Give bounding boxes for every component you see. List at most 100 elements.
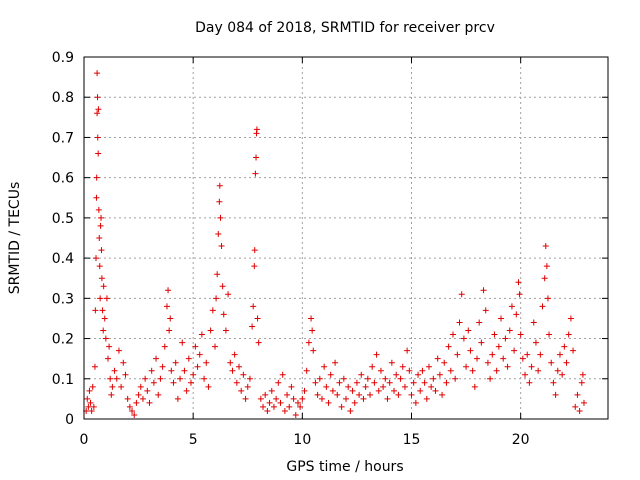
data-point [345, 383, 352, 390]
data-point [266, 399, 273, 406]
data-point [434, 355, 441, 362]
data-point [406, 367, 413, 374]
data-point [469, 367, 476, 374]
data-point [367, 391, 374, 398]
data-point [101, 315, 108, 322]
data-point [179, 339, 186, 346]
data-point [430, 375, 437, 382]
data-point [417, 387, 424, 394]
data-point [109, 383, 116, 390]
data-point [559, 371, 566, 378]
y-tick-label: 0.1 [52, 372, 74, 388]
data-point [122, 371, 129, 378]
data-point [576, 407, 583, 414]
data-point [550, 379, 557, 386]
data-point [410, 379, 417, 386]
data-point [279, 371, 286, 378]
data-point [517, 331, 524, 338]
data-point [563, 359, 570, 366]
data-point [129, 407, 136, 414]
data-point [508, 303, 515, 310]
data-point [163, 303, 170, 310]
data-point [428, 383, 435, 390]
data-point [219, 283, 226, 290]
data-point [578, 379, 585, 386]
data-point [445, 343, 452, 350]
data-point [203, 359, 210, 366]
data-point [131, 411, 138, 418]
data-point [205, 383, 212, 390]
y-tick-label: 0 [65, 412, 74, 428]
data-point [487, 375, 494, 382]
data-point [356, 391, 363, 398]
data-point [542, 243, 549, 250]
data-point [260, 403, 267, 410]
data-point [115, 347, 122, 354]
data-point [498, 315, 505, 322]
data-point [98, 214, 105, 221]
data-point [209, 307, 216, 314]
data-point [108, 391, 115, 398]
data-point [537, 351, 544, 358]
data-point [238, 387, 245, 394]
x-tick-label: 20 [512, 432, 530, 448]
plot-frame [83, 56, 609, 420]
data-point [227, 359, 234, 366]
data-point [552, 391, 559, 398]
data-point [284, 391, 291, 398]
data-point [93, 174, 100, 181]
data-point [511, 347, 518, 354]
data-point [353, 379, 360, 386]
data-point [526, 379, 533, 386]
data-point [142, 375, 149, 382]
data-point [502, 335, 509, 342]
data-point [95, 106, 102, 113]
data-point [321, 363, 328, 370]
data-point [323, 383, 330, 390]
data-point [524, 351, 531, 358]
y-tick-label: 0.4 [52, 251, 74, 267]
data-point [528, 363, 535, 370]
data-point [225, 291, 232, 298]
data-point [516, 291, 523, 298]
data-point [325, 399, 332, 406]
data-point [567, 315, 574, 322]
data-point [412, 399, 419, 406]
data-point [467, 347, 474, 354]
data-point [439, 391, 446, 398]
data-point [358, 371, 365, 378]
data-point [246, 375, 253, 382]
data-point [215, 230, 222, 237]
data-point [532, 339, 539, 346]
data-point [290, 395, 297, 402]
data-point [423, 395, 430, 402]
data-point [415, 371, 422, 378]
data-point [94, 70, 101, 77]
data-point [185, 355, 192, 362]
data-point [118, 383, 125, 390]
data-point [103, 295, 110, 302]
data-point [384, 395, 391, 402]
data-point [543, 263, 550, 270]
data-point [476, 319, 483, 326]
data-point [99, 307, 106, 314]
data-point [535, 367, 542, 374]
data-point [181, 367, 188, 374]
data-point [397, 375, 404, 382]
data-point [198, 331, 205, 338]
y-tick-label: 0.6 [52, 171, 74, 187]
x-tick-label: 10 [293, 432, 311, 448]
data-point [90, 403, 97, 410]
data-point [419, 367, 426, 374]
data-point [192, 343, 199, 350]
data-point [421, 379, 428, 386]
data-point [504, 363, 511, 370]
data-point [220, 311, 227, 318]
data-point [332, 359, 339, 366]
data-point [94, 134, 101, 141]
data-point [95, 150, 102, 157]
data-point [95, 206, 102, 213]
data-point [491, 331, 498, 338]
data-point [463, 363, 470, 370]
